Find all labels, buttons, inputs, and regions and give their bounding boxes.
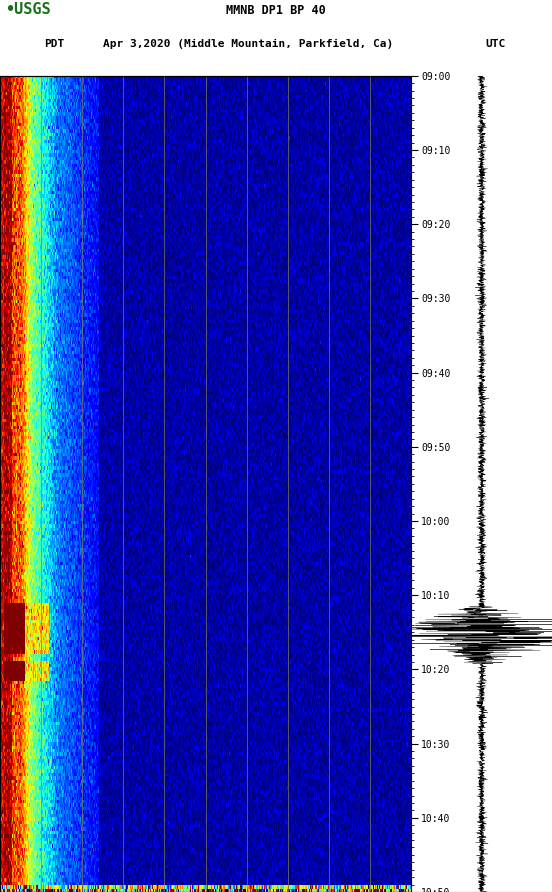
- Text: •USGS: •USGS: [6, 2, 51, 17]
- Text: Apr 3,2020 (Middle Mountain, Parkfield, Ca): Apr 3,2020 (Middle Mountain, Parkfield, …: [103, 39, 394, 49]
- Text: MMNB DP1 BP 40: MMNB DP1 BP 40: [226, 4, 326, 17]
- Text: UTC: UTC: [486, 39, 506, 49]
- Text: PDT: PDT: [44, 39, 65, 49]
